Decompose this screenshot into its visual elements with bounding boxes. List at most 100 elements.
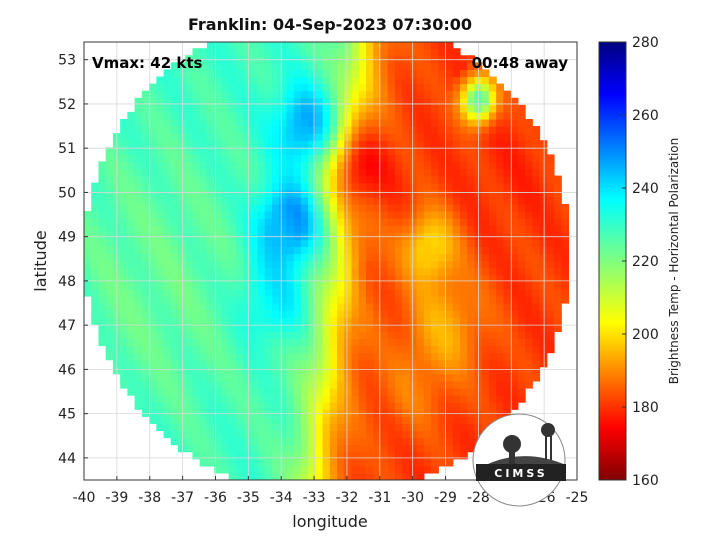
field-cell <box>257 48 266 56</box>
field-cell <box>264 232 273 240</box>
field-cell <box>134 218 143 226</box>
field-cell <box>380 444 389 453</box>
field-cell <box>221 366 230 375</box>
field-cell <box>337 147 345 155</box>
field-cell <box>329 211 338 219</box>
field-cell <box>214 395 222 403</box>
field-cell <box>366 317 374 325</box>
field-cell <box>279 55 288 63</box>
field-cell <box>394 444 403 453</box>
field-cell <box>228 366 237 375</box>
field-cell <box>553 196 562 205</box>
field-cell <box>322 246 331 255</box>
field-cell <box>467 274 476 283</box>
field-cell <box>416 274 425 283</box>
field-cell <box>293 395 302 403</box>
field-cell <box>272 126 280 134</box>
field-cell <box>141 140 150 148</box>
field-cell <box>243 465 251 474</box>
field-cell <box>228 310 237 318</box>
field-cell <box>459 444 468 453</box>
field-cell <box>185 111 194 120</box>
field-cell <box>243 111 251 120</box>
field-cell <box>185 203 194 212</box>
field-cell <box>517 380 526 389</box>
field-cell <box>387 246 396 255</box>
field-cell <box>553 182 562 191</box>
field-cell <box>250 366 259 375</box>
field-cell <box>394 175 403 184</box>
field-cell <box>438 118 447 127</box>
field-cell <box>206 345 215 354</box>
field-cell <box>221 331 230 340</box>
field-cell <box>163 373 172 382</box>
field-cell <box>510 352 519 361</box>
field-cell <box>438 402 447 410</box>
field-cell <box>272 203 280 212</box>
field-cell <box>373 90 382 99</box>
field-cell <box>503 104 512 113</box>
field-cell <box>170 140 179 148</box>
field-cell <box>228 430 237 439</box>
field-cell <box>156 126 165 134</box>
field-cell <box>322 402 331 410</box>
field-cell <box>416 430 425 439</box>
field-cell <box>373 380 382 389</box>
field-cell <box>438 76 447 85</box>
field-cell <box>308 324 316 332</box>
field-cell <box>431 118 439 127</box>
field-cell <box>496 111 504 120</box>
field-cell <box>481 196 490 205</box>
field-cell <box>286 232 295 240</box>
field-cell <box>503 161 512 170</box>
field-cell <box>459 218 468 226</box>
field-cell <box>315 182 324 191</box>
field-cell <box>293 430 302 439</box>
field-cell <box>373 430 382 439</box>
field-cell <box>185 55 194 63</box>
field-cell <box>329 288 338 297</box>
field-cell <box>322 225 331 233</box>
field-cell <box>488 295 497 304</box>
field-cell <box>315 430 324 439</box>
field-cell <box>250 154 259 163</box>
field-cell <box>293 76 302 85</box>
field-cell <box>525 331 533 340</box>
field-cell <box>163 76 172 85</box>
field-cell <box>553 274 562 283</box>
field-cell <box>438 97 447 106</box>
field-cell <box>366 331 374 340</box>
field-cell <box>329 147 338 155</box>
field-cell <box>438 274 447 283</box>
field-cell <box>561 225 570 233</box>
field-cell <box>264 444 273 453</box>
field-cell <box>394 274 403 283</box>
field-cell <box>178 416 186 424</box>
field-cell <box>394 97 403 106</box>
field-cell <box>539 154 548 163</box>
field-cell <box>293 281 302 290</box>
field-cell <box>329 203 338 212</box>
field-cell <box>467 253 476 262</box>
field-cell <box>149 253 157 262</box>
field-cell <box>517 253 526 262</box>
field-cell <box>366 366 374 375</box>
field-cell <box>228 211 237 219</box>
field-cell <box>481 288 490 297</box>
field-cell <box>243 409 251 417</box>
field-cell <box>315 147 324 155</box>
field-cell <box>185 161 194 170</box>
field-cell <box>402 260 410 269</box>
field-cell <box>199 218 208 226</box>
field-cell <box>156 274 165 283</box>
field-cell <box>214 246 222 255</box>
field-cell <box>315 437 324 446</box>
field-cell <box>257 83 266 92</box>
field-cell <box>510 168 519 177</box>
field-cell <box>496 154 504 163</box>
field-cell <box>206 324 215 332</box>
field-cell <box>308 465 316 474</box>
field-cell <box>532 366 541 375</box>
field-cell <box>308 267 316 276</box>
field-cell <box>199 90 208 99</box>
